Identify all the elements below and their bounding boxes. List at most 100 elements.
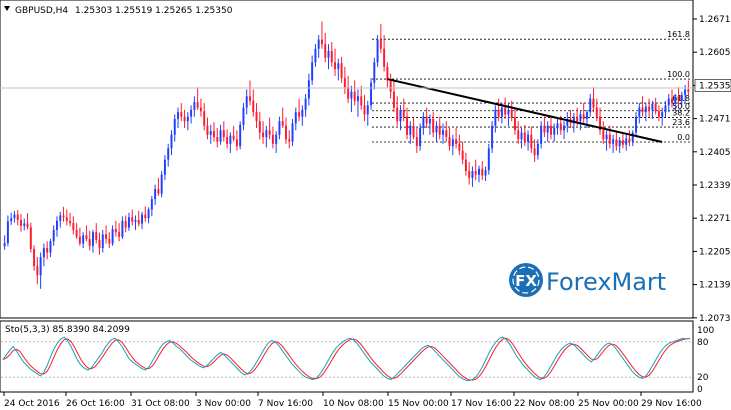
stoch-axis-label: 100	[697, 326, 714, 336]
logo-circle	[509, 263, 543, 297]
candle-body	[543, 125, 546, 133]
candle-body	[625, 138, 628, 145]
candle-body	[376, 39, 379, 63]
time-axis: 24 Oct 2016 26 Oct 16:00 31 Oct 08:00 3 Nov…	[3, 392, 702, 409]
candle-body	[131, 217, 134, 222]
candle-body	[6, 221, 9, 244]
trendline[interactable]	[387, 78, 663, 144]
time-label: 26 Oct 16:00	[66, 399, 125, 409]
candle-body	[65, 217, 68, 221]
candle-body	[46, 248, 49, 253]
candle-body	[52, 229, 55, 242]
candle-body	[546, 125, 549, 133]
candle-body	[91, 232, 94, 246]
candle-body	[180, 112, 183, 117]
candle-body	[255, 112, 258, 122]
candle-body	[226, 137, 229, 144]
candle-body	[193, 102, 196, 110]
price-label: 1.22710	[699, 214, 731, 224]
candle-body	[23, 223, 26, 226]
triangle-down-icon[interactable]	[4, 6, 10, 11]
time-label: 10 Nov 08:00	[323, 399, 384, 409]
candle-body	[42, 248, 45, 258]
candle-body	[428, 118, 431, 124]
fibo-label-3: 50.0	[672, 102, 690, 111]
stoch-axis-label: 20	[697, 373, 709, 383]
candle-body	[163, 159, 166, 175]
candle-body	[549, 125, 552, 135]
candle-body	[412, 125, 415, 138]
candle-body	[114, 229, 117, 233]
candle-body	[98, 239, 101, 249]
forexmart-logo: FX ForexMart	[509, 263, 666, 297]
candle-body	[177, 112, 180, 119]
time-label: 22 Nov 08:00	[514, 399, 575, 409]
candle-body	[229, 135, 232, 144]
candle-body	[523, 132, 526, 142]
candle-body	[556, 123, 559, 128]
candle-body	[677, 96, 680, 101]
candle-body	[687, 89, 690, 92]
stochastic-oscillator	[1, 336, 692, 382]
candle-body	[196, 102, 199, 108]
candle-body	[661, 112, 664, 117]
candle-body	[20, 219, 22, 226]
candle-body	[203, 111, 206, 126]
candle-body	[49, 241, 52, 253]
candle-body	[265, 130, 268, 138]
candle-body	[657, 111, 660, 117]
candle-body	[513, 117, 516, 131]
candle-body	[455, 139, 458, 144]
candle-body	[353, 91, 356, 101]
candle-body	[464, 159, 467, 172]
candle-body	[271, 134, 274, 144]
candle-body	[317, 39, 320, 49]
candle-body	[330, 50, 333, 63]
candle-body	[314, 48, 317, 63]
candle-body	[471, 171, 474, 178]
candle-body	[232, 135, 235, 140]
candle-body	[507, 109, 510, 115]
candle-body	[641, 107, 644, 113]
candle-body	[284, 125, 287, 140]
candle-body	[72, 223, 75, 230]
candle-body	[167, 148, 170, 160]
candles	[3, 21, 690, 289]
candle-body	[432, 118, 435, 133]
time-label: 31 Oct 08:00	[131, 399, 190, 409]
candle-body	[497, 109, 500, 117]
candle-body	[520, 132, 523, 140]
logo-ring	[512, 266, 540, 294]
candle-body	[62, 215, 65, 218]
current-price-label: 1.25350	[699, 81, 731, 91]
candle-body	[144, 214, 147, 219]
candle-body	[160, 174, 163, 194]
price-label: 1.26710	[699, 15, 731, 25]
candle-body	[262, 132, 265, 138]
stoch-axis-label: 80	[697, 338, 709, 348]
candle-body	[288, 139, 291, 142]
candle-body	[406, 116, 409, 135]
candle-body	[281, 121, 284, 126]
candle-body	[350, 91, 353, 99]
candle-body	[461, 150, 464, 160]
candle-body	[55, 220, 58, 230]
candle-body	[419, 127, 422, 147]
logo-mark-text: FX	[515, 272, 537, 290]
candle-body	[491, 125, 494, 149]
candle-body	[618, 140, 621, 147]
trendline-segment[interactable]	[387, 78, 663, 144]
price-label: 1.26050	[699, 48, 731, 58]
candle-body	[654, 103, 657, 112]
candle-body	[631, 132, 634, 142]
candle-body	[438, 125, 441, 135]
candle-body	[137, 219, 140, 224]
candle-body	[307, 80, 310, 99]
candle-body	[605, 134, 608, 140]
candle-body	[311, 62, 314, 81]
candle-body	[585, 112, 588, 119]
candle-body	[213, 131, 215, 138]
candle-body	[337, 63, 340, 70]
candle-body	[595, 107, 598, 117]
